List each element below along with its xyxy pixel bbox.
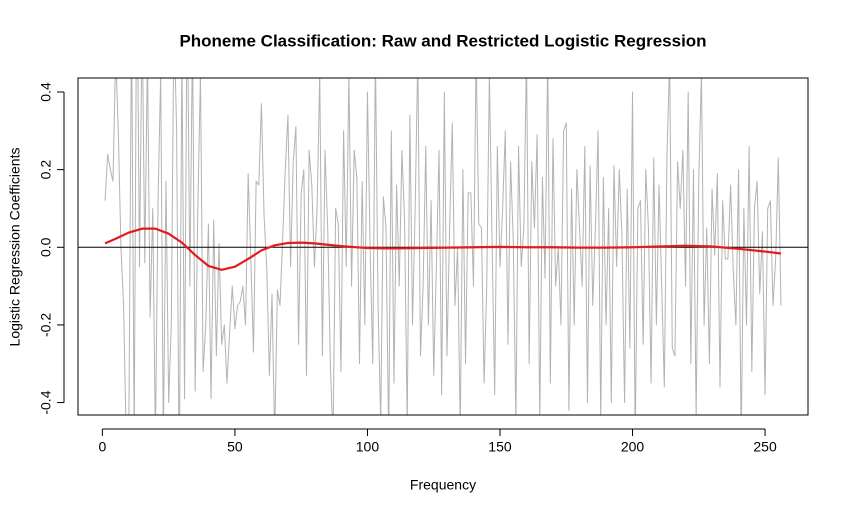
y-tick-label: -0.4 [38,390,54,414]
x-axis-label: Frequency [410,477,476,493]
restricted-coefficients-line [104,227,782,271]
plot-area [78,78,808,415]
x-tick-label: 50 [227,439,243,455]
y-tick-label: 0.0 [38,237,54,257]
x-tick-label: 100 [356,439,380,455]
y-tick-label: 0.2 [38,160,54,180]
raw-coefficients-line [104,78,782,415]
x-tick-label: 0 [98,439,106,455]
chart-title: Phoneme Classification: Raw and Restrict… [179,31,706,50]
plot-frame [77,77,809,416]
x-tick-label: 250 [753,439,777,455]
x-tick-label: 150 [488,439,512,455]
y-tick-label: 0.4 [38,82,54,102]
y-tick-label: -0.2 [38,313,54,337]
x-tick-label: 200 [621,439,645,455]
y-axis-label: Logistic Regression Coefficients [7,148,23,347]
